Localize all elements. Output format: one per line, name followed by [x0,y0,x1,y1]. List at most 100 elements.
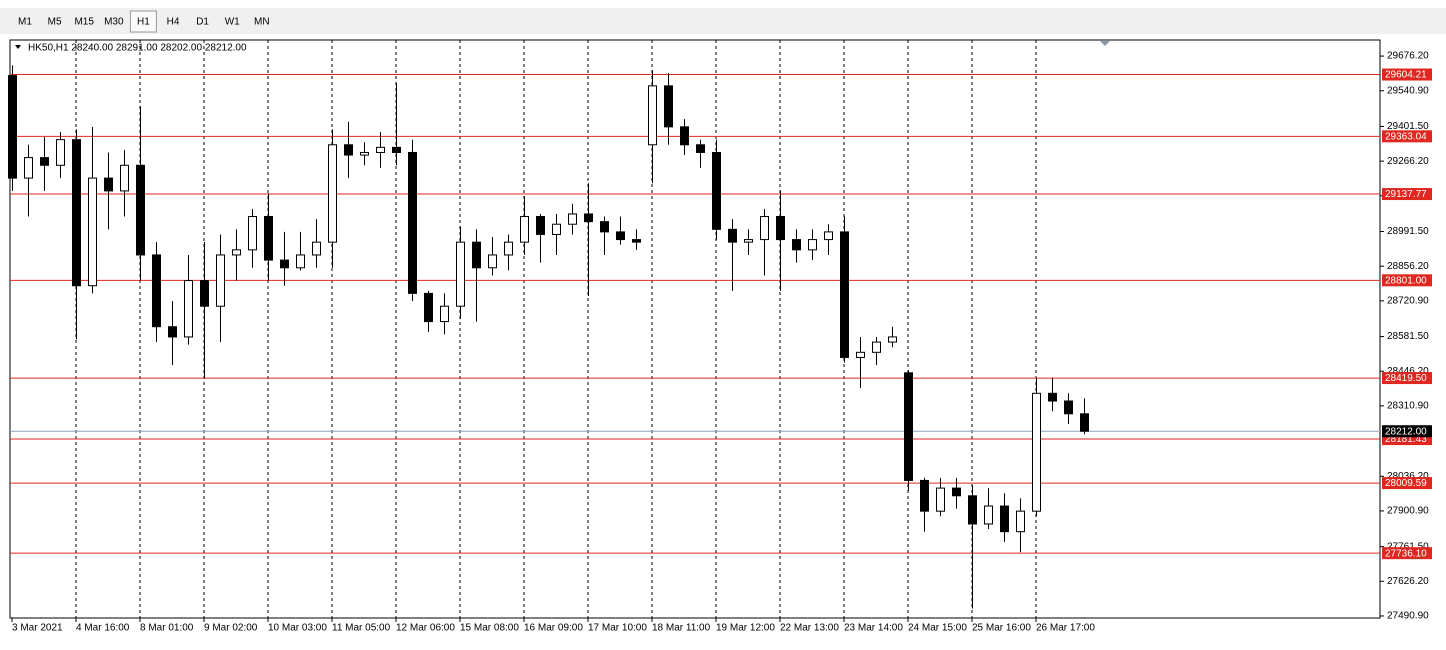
chart-info: HK50,H1 28240.00 28291.00 28202.00 28212… [28,43,247,54]
level-price-box [1382,477,1432,490]
candle-body [1016,510,1025,533]
y-tick-label: 28856.20 [1387,261,1429,272]
level-price-label: 29604.21 [1385,70,1427,81]
candle-body [744,239,753,243]
candle-body [520,216,529,243]
candle-body [888,336,897,343]
candle-body [216,254,225,307]
x-tick-label: 16 Mar 09:00 [524,623,583,634]
candle-body [1080,413,1089,432]
y-tick-label: 28720.90 [1387,295,1429,306]
candle-body [168,326,177,338]
candle-body [920,479,929,512]
x-tick-label: 18 Mar 11:00 [652,623,711,634]
candle-body [616,231,625,241]
candle-body [424,292,433,323]
x-tick-label: 25 Mar 16:00 [972,623,1031,634]
candle-body [1000,505,1009,533]
level-price-box [1382,68,1432,81]
candle-body [1032,392,1041,512]
current-price-label: 28212.00 [1385,426,1427,437]
y-tick-label: 27490.90 [1387,611,1429,622]
candle-body [456,241,465,307]
candle-body [936,487,945,512]
y-tick-label: 28310.90 [1387,401,1429,412]
x-tick-label: 11 Mar 05:00 [332,623,391,634]
level-price-box [1382,274,1432,287]
shift-marker[interactable] [1100,41,1110,46]
level-price-box [1382,372,1432,385]
candle-body [664,85,673,128]
x-tick-label: 24 Mar 15:00 [908,623,967,634]
candle-body [696,144,705,153]
level-price-label: 28419.50 [1385,373,1427,384]
timeframe-button[interactable]: M15 [74,17,94,28]
timeframe-button[interactable]: H4 [167,17,180,28]
candle-body [776,216,785,241]
candle-body [504,241,513,256]
timeframe-button[interactable]: M1 [18,17,32,28]
candle-body [488,254,497,269]
candle-body [264,216,273,261]
candle-body [232,249,241,256]
candle-body [344,144,353,156]
y-tick-label: 28581.50 [1387,331,1429,342]
x-tick-label: 23 Mar 14:00 [844,623,903,634]
x-tick-label: 15 Mar 08:00 [460,623,519,634]
candle-body [856,351,865,358]
x-tick-label: 9 Mar 02:00 [204,623,258,634]
symbol-menu-icon[interactable] [15,45,21,49]
y-tick-label: 28991.50 [1387,226,1429,237]
y-tick-label: 29401.50 [1387,121,1429,132]
candle-body [760,216,769,241]
candle-body [904,372,913,481]
candle-body [328,144,337,243]
x-tick-label: 8 Mar 01:00 [140,623,194,634]
toolbar [0,8,1446,34]
candle-body [360,151,369,156]
candle-body [392,146,401,153]
candle-body [824,231,833,241]
level-price-label: 29137.77 [1385,189,1427,200]
candle-body [88,177,97,287]
candle-body [984,505,993,525]
y-tick-label: 27626.20 [1387,576,1429,587]
x-tick-label: 22 Mar 13:00 [780,623,839,634]
candle-body [136,164,145,256]
timeframe-button[interactable]: M5 [48,17,62,28]
timeframe-button[interactable]: D1 [196,17,209,28]
level-price-box [1382,188,1432,201]
timeframe-button[interactable]: W1 [225,17,240,28]
candle-body [968,495,977,525]
candle-body [312,241,321,256]
x-tick-label: 4 Mar 16:00 [76,623,130,634]
y-tick-label: 27761.50 [1387,541,1429,552]
plot: 3 Mar 2021 4 Mar 16:00 8 Mar 01:00 9 Mar 02… [8,40,1432,634]
current-price-box [1382,425,1432,438]
level-price-box [1382,547,1432,560]
timeframe-button[interactable]: H1 [137,17,150,28]
candle-body [472,241,481,269]
candle-body [152,254,161,328]
candle-body [872,341,881,353]
active-timeframe-button[interactable] [129,10,157,33]
x-tick-label: 12 Mar 06:00 [396,623,455,634]
y-tick-label: 28036.20 [1387,471,1429,482]
candle-body [280,259,289,269]
x-tick-label: 10 Mar 03:00 [268,623,327,634]
candle-body [200,280,209,307]
candle-body [104,177,113,192]
candle-body [24,157,33,179]
candle-body [648,85,657,146]
candle-body [296,254,305,269]
candle-body [8,75,17,179]
candle-body [728,228,737,243]
timeframe-button[interactable]: MN [254,17,270,28]
candle-body [600,221,609,233]
candle-body [808,239,817,251]
y-tick-label: 29266.20 [1387,156,1429,167]
level-price-label: 28801.00 [1385,275,1427,286]
timeframe-button[interactable]: M30 [104,17,124,28]
candle-body [376,146,385,153]
